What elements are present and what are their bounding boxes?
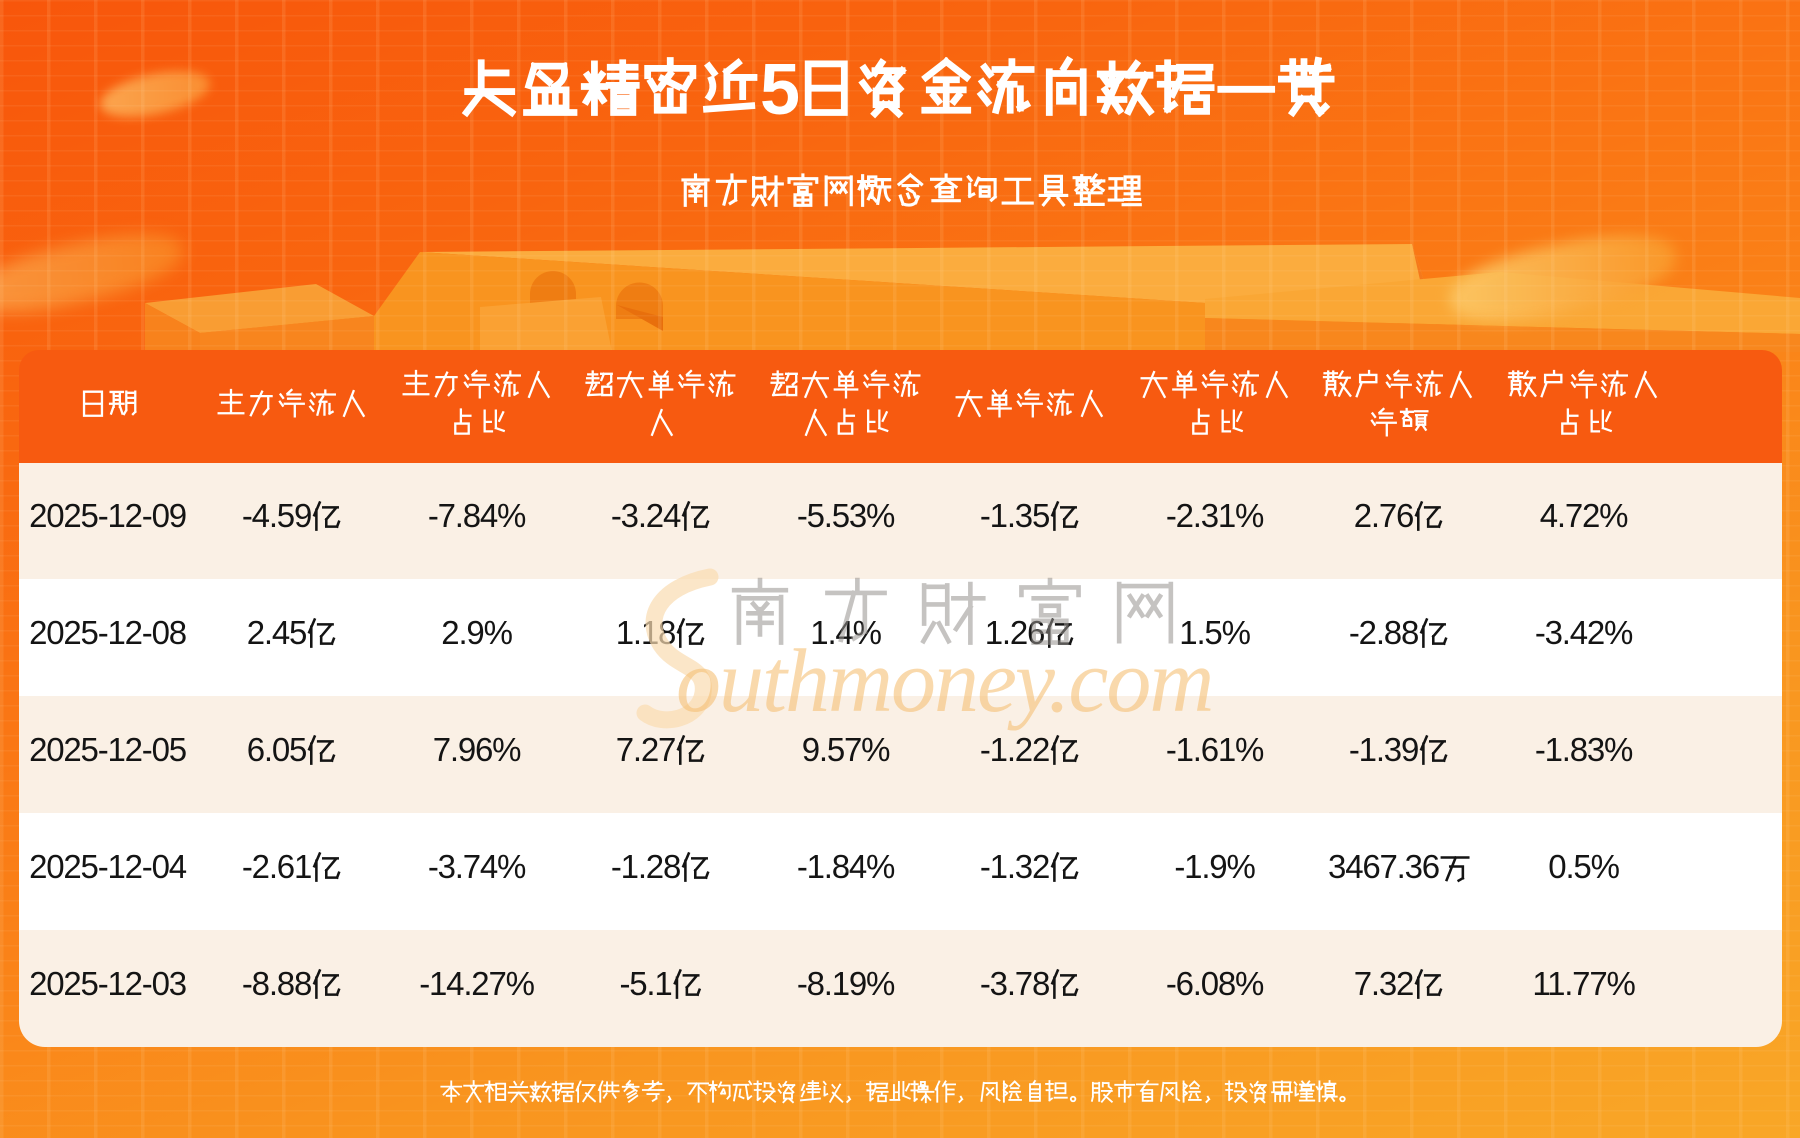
svg-text:5: 5	[760, 50, 800, 130]
